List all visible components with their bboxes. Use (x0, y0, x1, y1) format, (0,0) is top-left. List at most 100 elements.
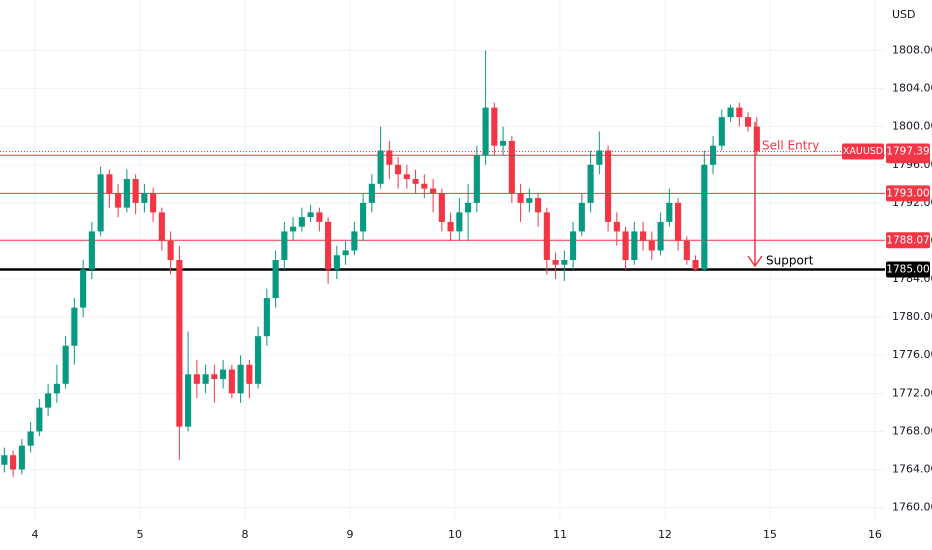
candle-body (421, 183, 428, 189)
candle-body (167, 240, 174, 260)
candle-body (333, 255, 340, 270)
sell-entry-label: Sell Entry (762, 139, 819, 153)
candle-body (727, 107, 734, 118)
candle-body (1, 455, 8, 465)
candle-body (132, 179, 139, 203)
candle-body (185, 374, 192, 427)
candle-body (613, 221, 620, 232)
y-tick-label: 1768.00 (892, 424, 932, 437)
candle-body (193, 374, 200, 384)
candle-body (62, 345, 69, 384)
y-tick-label: 1780.00 (892, 310, 932, 323)
candle-body (710, 145, 717, 165)
candle-body (263, 298, 270, 337)
candle-body (246, 364, 253, 384)
candle-body (412, 179, 419, 184)
candle-body (368, 183, 375, 203)
candle-body (631, 231, 638, 260)
level-price-box (886, 185, 930, 202)
candle-body (211, 374, 218, 380)
candle-body (456, 212, 463, 232)
candle-body (10, 455, 17, 470)
candle-body (237, 364, 244, 394)
candle-body (526, 198, 533, 203)
x-tick-label: 8 (241, 528, 248, 541)
candle-body (596, 150, 603, 165)
candle-body (587, 164, 594, 203)
candle-body (508, 140, 515, 194)
arrow-head (747, 255, 763, 268)
candle-body (123, 179, 130, 208)
candle-body (753, 126, 760, 152)
y-tick-label: 1776.00 (892, 348, 932, 361)
x-tick-label: 12 (658, 528, 672, 541)
candle-body (570, 231, 577, 260)
current-price-box (886, 143, 930, 160)
candle-body (465, 202, 472, 213)
candle-body (228, 369, 235, 394)
candle-body (255, 336, 262, 384)
x-tick-label: 4 (31, 528, 38, 541)
symbol-box (842, 143, 884, 160)
candle-body (298, 217, 305, 227)
symbol-label: XAUUSD (843, 146, 883, 157)
y-tick-label: 1764.00 (892, 463, 932, 476)
candle-body (622, 231, 629, 260)
candle-body (745, 117, 752, 127)
candle-body (395, 164, 402, 175)
candle-body (473, 155, 480, 203)
candle-body (718, 117, 725, 146)
y-tick-label: 1760.00 (892, 501, 932, 514)
candle-body (45, 393, 52, 408)
candle-body (386, 150, 393, 165)
candle-body (158, 212, 165, 241)
x-tick-label: 9 (346, 528, 353, 541)
candle-body (307, 212, 314, 218)
candle-body (53, 383, 60, 394)
candle-body (106, 174, 113, 194)
y-tick-label: 1800.00 (892, 120, 932, 133)
candle-body (115, 193, 122, 208)
candle-body (176, 260, 183, 427)
candle-body (657, 221, 664, 251)
candle-body (325, 221, 332, 270)
support-label: Support (766, 254, 814, 268)
candle-body (351, 231, 358, 251)
candle-body (360, 202, 367, 232)
candle-body (80, 269, 87, 308)
x-tick-label: 16 (868, 528, 882, 541)
candle-body (648, 240, 655, 251)
candle-body (430, 188, 437, 194)
candle-body (316, 212, 323, 222)
x-tick-label: 15 (763, 528, 777, 541)
candle-body (141, 193, 148, 203)
x-tick-label: 5 (136, 528, 143, 541)
candle-body (377, 150, 384, 184)
candle-body (482, 107, 489, 156)
level-price-label: 1793.00 (886, 187, 929, 199)
candle-body (438, 193, 445, 222)
currency-label: USD (892, 8, 916, 21)
candle-body (150, 193, 157, 213)
candle-body (97, 174, 104, 232)
candle-body (552, 260, 559, 265)
x-tick-label: 10 (448, 528, 462, 541)
level-price-label: 1785.00 (886, 264, 929, 276)
candle-body (675, 202, 682, 241)
candle-body (535, 198, 542, 213)
level-price-box (886, 232, 930, 249)
candle-body (281, 231, 288, 260)
y-tick-label: 1808.00 (892, 43, 932, 56)
candle-body (500, 140, 507, 146)
x-tick-label: 11 (553, 528, 567, 541)
level-price-label: 1788.07 (886, 234, 929, 246)
candle-body (403, 174, 410, 180)
y-tick-label: 1804.00 (892, 82, 932, 95)
candle-body (290, 226, 297, 232)
candle-body (491, 107, 498, 146)
candle-body (220, 369, 227, 380)
candle-body (272, 260, 279, 299)
current-price-label: 1797.39 (886, 146, 929, 158)
